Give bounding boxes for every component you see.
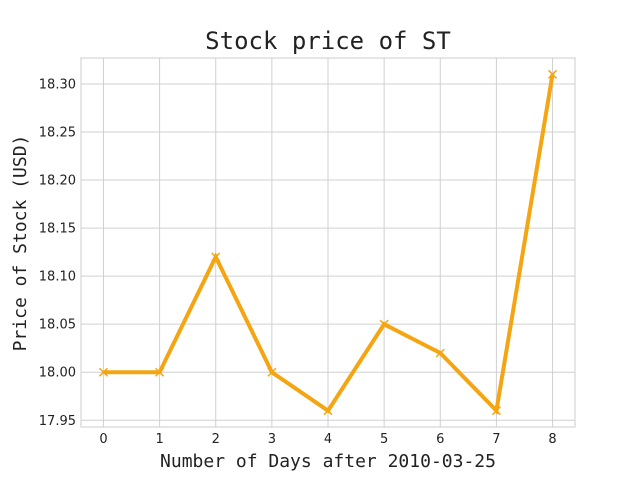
y-tick-label: 18.00 bbox=[39, 366, 76, 381]
x-axis-label: Number of Days after 2010-03-25 bbox=[160, 451, 496, 472]
y-tick-label: 18.15 bbox=[39, 222, 76, 237]
data-point-marker bbox=[379, 319, 389, 329]
x-tick-label: 7 bbox=[492, 432, 500, 447]
marker-stroke bbox=[98, 367, 108, 377]
data-series bbox=[98, 69, 558, 416]
x-tick-label: 3 bbox=[268, 432, 276, 447]
marker-stroke bbox=[155, 367, 165, 377]
marker-stroke bbox=[379, 319, 389, 329]
data-point-marker bbox=[211, 252, 221, 262]
data-point-marker bbox=[267, 367, 277, 377]
x-tick-label: 8 bbox=[548, 432, 556, 447]
marker-stroke bbox=[211, 252, 221, 262]
y-tick-label: 18.25 bbox=[39, 125, 76, 140]
y-tick-label: 18.10 bbox=[39, 270, 76, 285]
x-tick-label: 5 bbox=[380, 432, 388, 447]
y-axis-label: Price of Stock (USD) bbox=[10, 135, 31, 352]
data-point-marker bbox=[435, 348, 445, 358]
chart-title: Stock price of ST bbox=[205, 27, 451, 55]
data-point-marker bbox=[491, 406, 501, 416]
x-tick-label: 1 bbox=[155, 432, 163, 447]
plot-area-frame bbox=[80, 57, 576, 428]
y-tick-label: 18.20 bbox=[39, 174, 76, 189]
x-tick-label: 6 bbox=[436, 432, 444, 447]
marker-stroke bbox=[435, 348, 445, 358]
data-point-marker bbox=[98, 367, 108, 377]
x-tick-label: 0 bbox=[99, 432, 107, 447]
y-tick-label: 17.95 bbox=[39, 414, 76, 429]
y-tick-label: 18.30 bbox=[39, 77, 76, 92]
marker-stroke bbox=[491, 406, 501, 416]
grid-lines bbox=[81, 58, 575, 427]
x-tick-label: 4 bbox=[324, 432, 332, 447]
data-point-marker bbox=[548, 69, 558, 79]
data-point-marker bbox=[323, 406, 333, 416]
data-point-marker bbox=[155, 367, 165, 377]
marker-stroke bbox=[267, 367, 277, 377]
marker-stroke bbox=[548, 69, 558, 79]
marker-stroke bbox=[323, 406, 333, 416]
axis-tick-labels: 0 1 2 3 4 5 6 7 8 17.95 18.00 18.05 18.10 18.15 18.20 1… bbox=[39, 77, 557, 447]
x-tick-label: 2 bbox=[212, 432, 220, 447]
y-tick-label: 18.05 bbox=[39, 318, 76, 333]
